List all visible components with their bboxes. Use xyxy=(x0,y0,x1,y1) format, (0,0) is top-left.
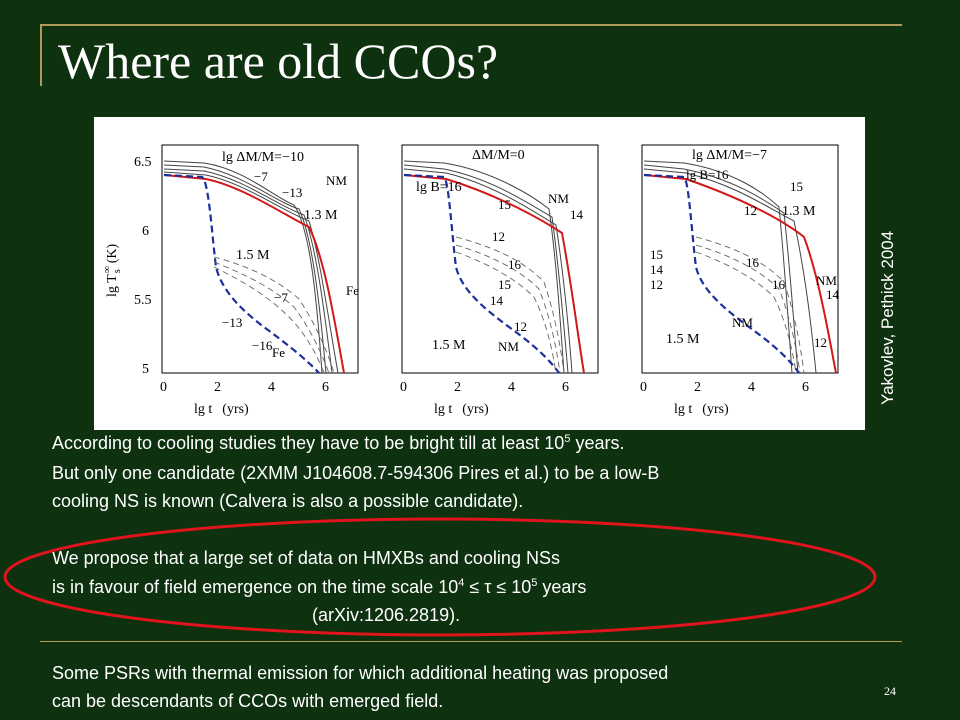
svg-text:−13: −13 xyxy=(222,315,242,330)
svg-text:Fe: Fe xyxy=(346,283,359,298)
cooling-curves-figure: lg T∞s(K) 6.5 6 5.5 5 0 2 4 6 lg t (yrs) xyxy=(94,117,865,430)
panel-1: 6.5 6 5.5 5 0 2 4 6 lg t (yrs) xyxy=(134,144,359,417)
svg-text:12: 12 xyxy=(814,335,827,350)
svg-text:12: 12 xyxy=(492,229,505,244)
svg-text:15: 15 xyxy=(650,247,663,262)
svg-text:lg ΔM/M=−10: lg ΔM/M=−10 xyxy=(222,150,304,165)
svg-text:−13: −13 xyxy=(282,185,302,200)
paragraph-3-line-2: can be descendants of CCOs with emerged … xyxy=(52,691,444,711)
svg-text:−16: −16 xyxy=(252,338,273,353)
page-number: 24 xyxy=(884,684,896,698)
svg-text:NM: NM xyxy=(326,173,347,188)
x-tick: 2 xyxy=(694,380,701,395)
x-tick: 2 xyxy=(454,380,461,395)
svg-text:NM: NM xyxy=(498,339,519,354)
svg-text:lg T∞s(K): lg T∞s(K) xyxy=(102,243,123,297)
paragraph-2-line-3: (arXiv:1206.2819). xyxy=(312,605,461,625)
svg-text:1.3 M: 1.3 M xyxy=(782,204,816,219)
svg-text:NM: NM xyxy=(732,315,753,330)
paragraph-2-line-2: is in favour of field emergence on the t… xyxy=(52,577,587,597)
svg-text:Fe: Fe xyxy=(272,345,285,360)
panel-2: 0 2 4 6 lg t (yrs) ΔM/M=0 lg B=16 xyxy=(400,144,599,417)
paragraph-1-line-2: But only one candidate (2XMM J104608.7-5… xyxy=(52,463,660,483)
svg-text:12: 12 xyxy=(514,319,527,334)
paragraph-1-line-1: According to cooling studies they have t… xyxy=(52,433,625,453)
svg-text:1.5 M: 1.5 M xyxy=(666,332,700,347)
svg-text:1.3 M: 1.3 M xyxy=(304,208,338,223)
paragraph-3-line-1: Some PSRs with thermal emission for whic… xyxy=(52,663,669,683)
paragraph-1-line-3: cooling NS is known (Calvera is also a p… xyxy=(52,491,524,511)
y-tick: 6 xyxy=(142,224,149,239)
frame-top-line xyxy=(40,24,902,26)
svg-text:14: 14 xyxy=(570,207,584,222)
x-tick: 0 xyxy=(400,380,407,395)
svg-text:−7: −7 xyxy=(274,290,288,305)
svg-text:16: 16 xyxy=(746,255,760,270)
svg-text:ΔM/M=0: ΔM/M=0 xyxy=(472,148,525,163)
x-tick: 6 xyxy=(322,380,329,395)
y-tick: 5 xyxy=(142,362,149,377)
x-tick: 0 xyxy=(640,380,647,395)
svg-text:12: 12 xyxy=(650,277,663,292)
svg-text:15: 15 xyxy=(498,277,511,292)
y-tick: 5.5 xyxy=(134,293,152,308)
x-tick: 4 xyxy=(268,380,275,395)
svg-text:−7: −7 xyxy=(254,169,268,184)
x-tick: 4 xyxy=(508,380,515,395)
svg-text:1.5 M: 1.5 M xyxy=(432,338,466,353)
x-axis-label: lg t (yrs) xyxy=(194,402,249,417)
paragraph-2-line-1: We propose that a large set of data on H… xyxy=(52,548,560,568)
x-tick: 0 xyxy=(160,380,167,395)
svg-text:lg B=16: lg B=16 xyxy=(416,180,462,195)
svg-text:15: 15 xyxy=(498,197,511,212)
x-tick: 2 xyxy=(214,380,221,395)
panel-3: 0 2 4 6 lg t (yrs) lg ΔM/M=−7 lg xyxy=(640,144,840,417)
svg-text:NM: NM xyxy=(548,191,569,206)
svg-text:NM: NM xyxy=(816,273,837,288)
slide-title: Where are old CCOs? xyxy=(58,33,499,89)
svg-text:lg B=16: lg B=16 xyxy=(686,167,729,182)
y-axis-label: lg T∞s(K) xyxy=(102,243,123,297)
x-tick: 6 xyxy=(802,380,809,395)
svg-text:14: 14 xyxy=(826,287,840,302)
frame-bottom-line xyxy=(40,641,902,642)
frame-left-line xyxy=(40,24,42,86)
y-tick: 6.5 xyxy=(134,155,152,170)
svg-text:14: 14 xyxy=(650,262,664,277)
svg-text:14: 14 xyxy=(490,293,504,308)
x-tick: 4 xyxy=(748,380,755,395)
svg-text:16: 16 xyxy=(772,277,786,292)
svg-text:15: 15 xyxy=(790,179,803,194)
x-axis-label: lg t (yrs) xyxy=(434,402,489,417)
svg-text:12: 12 xyxy=(744,203,757,218)
x-tick: 6 xyxy=(562,380,569,395)
svg-text:1.5 M: 1.5 M xyxy=(236,248,270,263)
svg-text:lg ΔM/M=−7: lg ΔM/M=−7 xyxy=(692,148,767,163)
x-axis-label: lg t (yrs) xyxy=(674,402,729,417)
svg-text:16: 16 xyxy=(508,257,522,272)
